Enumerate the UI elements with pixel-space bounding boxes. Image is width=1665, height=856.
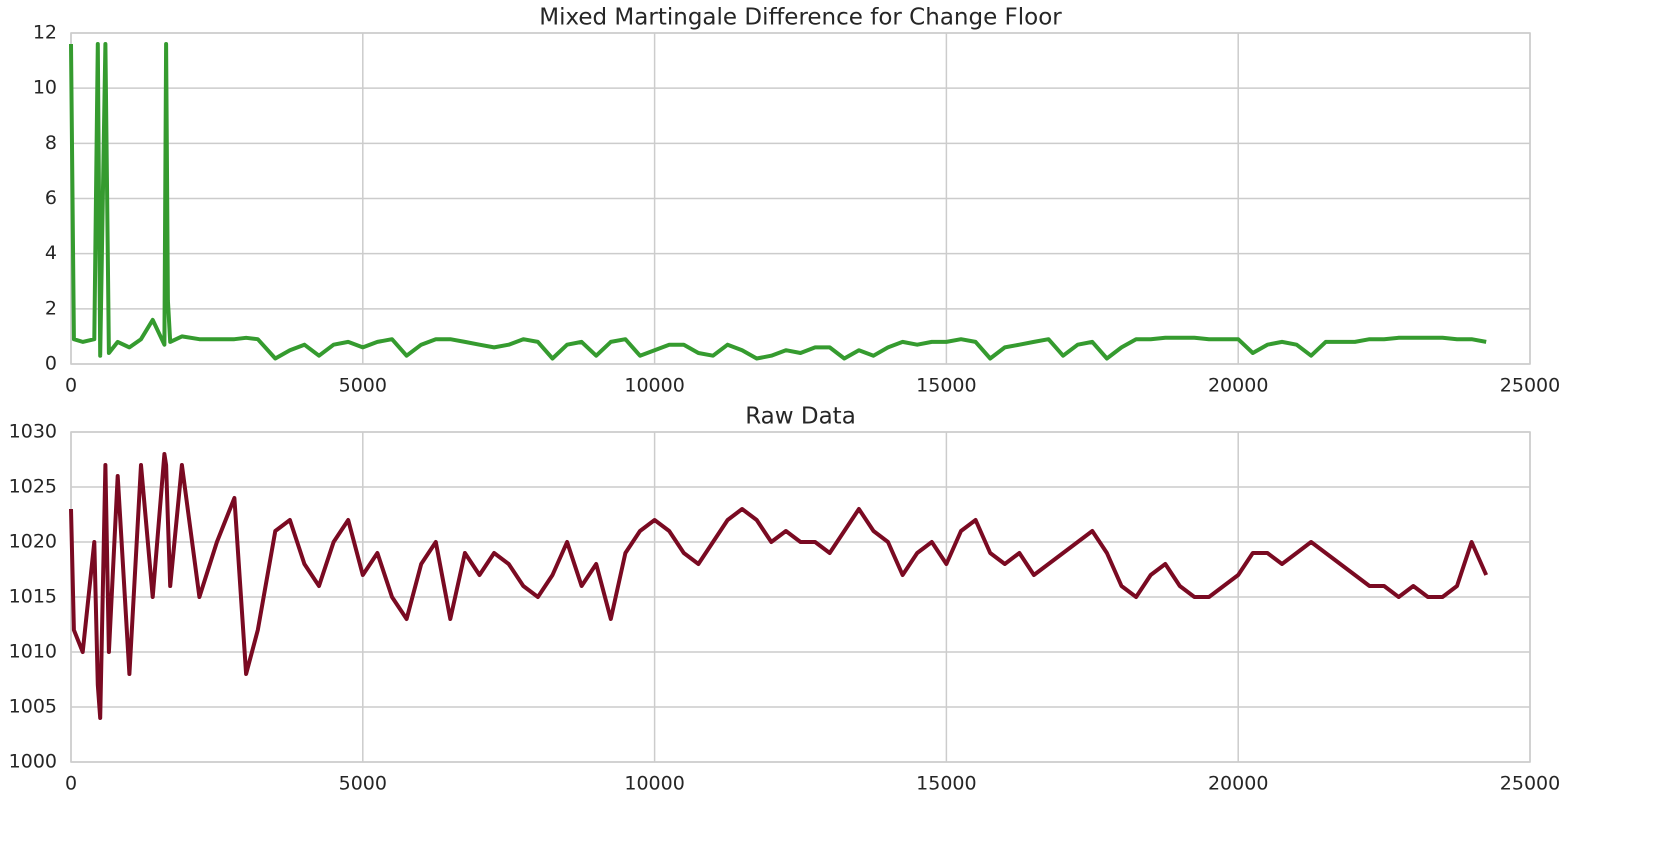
x-tick-label: 10000 [624, 375, 684, 397]
data-line [69, 42, 1487, 361]
chart-title: Mixed Martingale Difference for Change F… [539, 5, 1062, 31]
y-tick-label: 8 [45, 132, 57, 154]
y-tick-label: 12 [33, 22, 57, 44]
x-tick-label: 10000 [624, 773, 684, 795]
x-tick-label: 25000 [1500, 773, 1560, 795]
x-tick-label: 5000 [339, 773, 387, 795]
y-tick-label: 4 [45, 242, 57, 264]
y-tick-label: 1015 [9, 586, 57, 608]
y-tick-label: 1020 [9, 531, 57, 553]
y-tick-label: 1010 [9, 641, 57, 663]
x-tick-label: 20000 [1208, 773, 1268, 795]
y-tick-label: 2 [45, 297, 57, 319]
x-tick-label: 20000 [1208, 375, 1268, 397]
y-tick-label: 10 [33, 77, 57, 99]
y-tick-label: 0 [45, 353, 57, 375]
x-tick-label: 25000 [1500, 375, 1560, 397]
y-tick-label: 1000 [9, 751, 57, 773]
chart-title: Raw Data [745, 404, 856, 430]
y-tick-label: 1030 [9, 421, 57, 443]
y-tick-label: 6 [45, 187, 57, 209]
y-tick-label: 1005 [9, 696, 57, 718]
x-tick-label: 5000 [339, 375, 387, 397]
y-tick-label: 1025 [9, 476, 57, 498]
x-tick-label: 15000 [916, 773, 976, 795]
x-tick-label: 0 [65, 375, 77, 397]
x-tick-label: 15000 [916, 375, 976, 397]
data-line [69, 452, 1489, 720]
x-tick-label: 0 [65, 773, 77, 795]
